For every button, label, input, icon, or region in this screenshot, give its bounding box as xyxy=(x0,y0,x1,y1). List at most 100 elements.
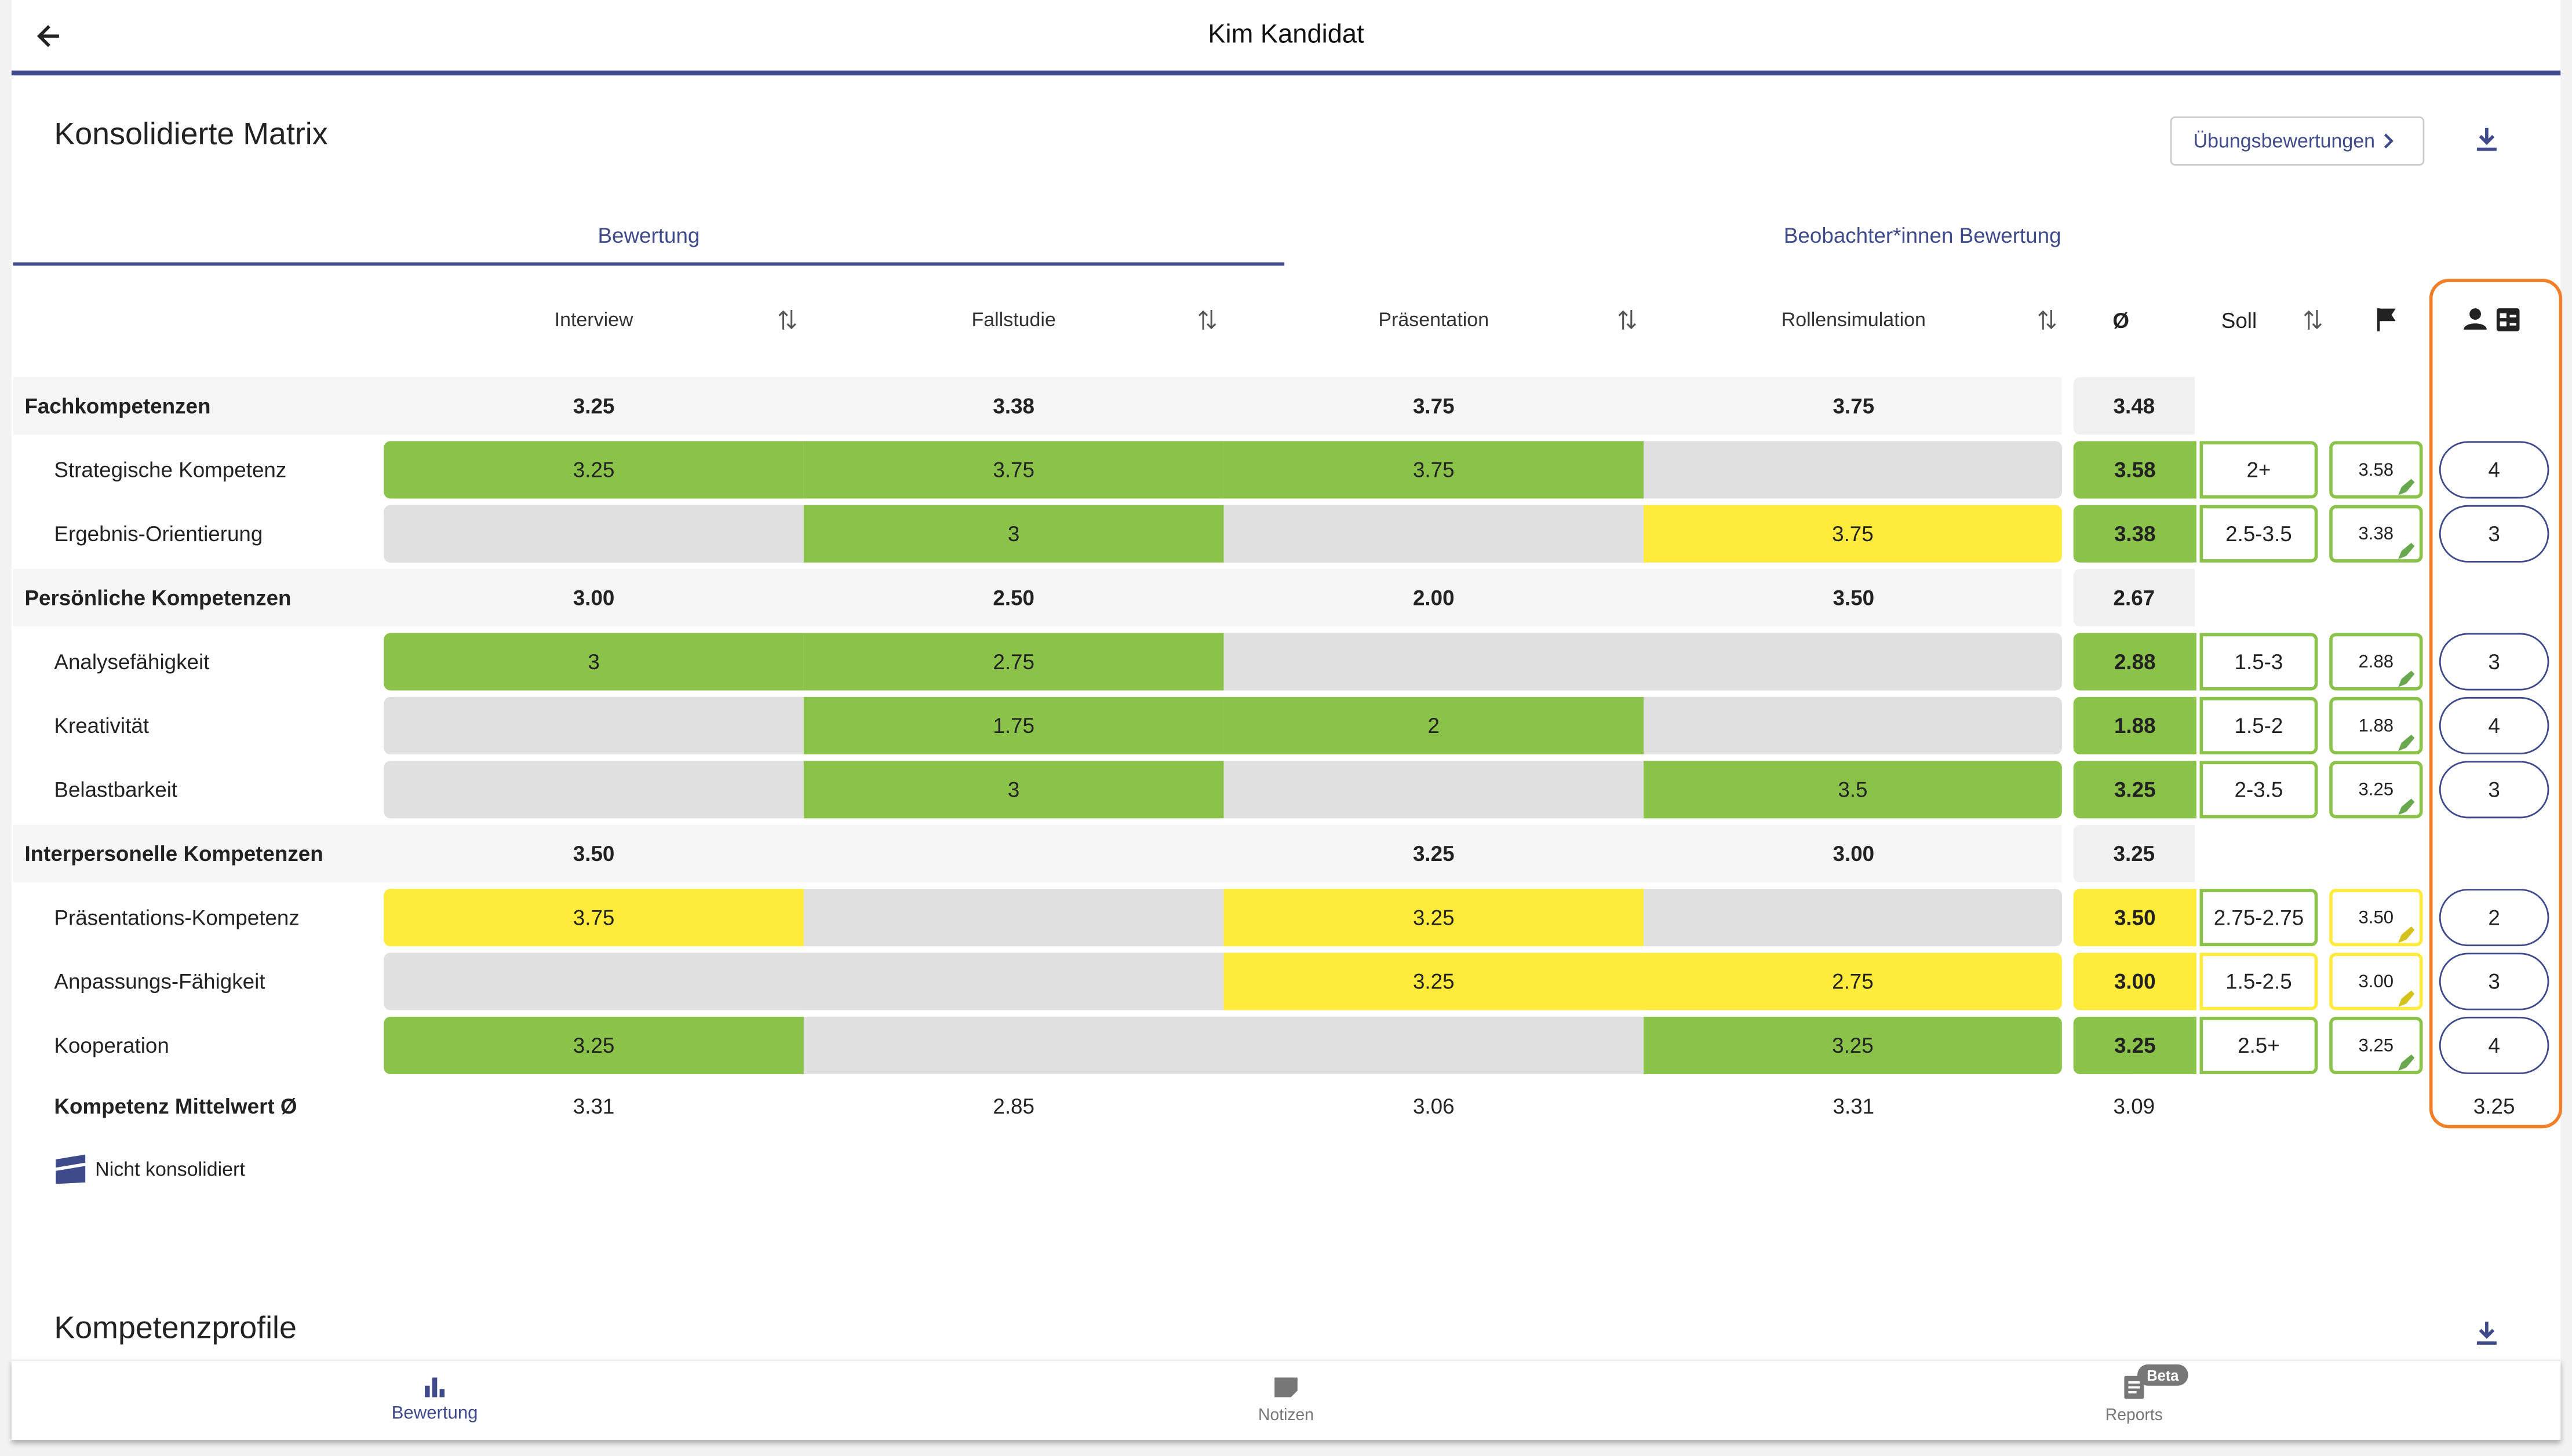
score-cell: 3.75 xyxy=(803,441,1224,499)
adjusted-cell[interactable]: 3.25 xyxy=(2329,761,2423,819)
target-cell: 1.5-2 xyxy=(2199,696,2318,754)
row-label: Präsentations-Kompetenz xyxy=(54,905,300,930)
average-cell: 3.25 xyxy=(2073,761,2196,819)
score-cell: 3.25 xyxy=(1223,889,1644,947)
sort-icon[interactable] xyxy=(1617,308,1637,331)
footer-value: 3.31 xyxy=(1833,1093,1875,1119)
header-title: Kim Kandidat xyxy=(1208,21,1364,49)
nav-icon xyxy=(2124,1375,2144,1399)
group-row xyxy=(13,824,2062,882)
score-cell: 3.25 xyxy=(384,1016,804,1074)
group-value: 3.75 xyxy=(1833,393,1875,418)
sort-icon[interactable] xyxy=(2037,308,2057,331)
nav-label[interactable]: Reports xyxy=(2105,1406,2163,1425)
rating-cell[interactable]: 4 xyxy=(2439,441,2549,499)
score-cell: 3.25 xyxy=(1223,953,1644,1010)
score-cell: 3.25 xyxy=(384,441,804,499)
rating-icons xyxy=(2464,308,2520,331)
average-cell: 3.58 xyxy=(2073,441,2196,499)
average-cell: 3.00 xyxy=(2073,953,2196,1010)
target-cell: 2.5-3.5 xyxy=(2199,505,2318,563)
score-cell xyxy=(384,761,804,819)
score-cell xyxy=(803,889,1224,947)
score-cell xyxy=(803,1016,1224,1074)
score-cell: 2 xyxy=(1223,696,1644,754)
group-row xyxy=(13,569,2062,627)
average-cell: 2.88 xyxy=(2073,633,2196,691)
adjusted-cell[interactable]: 1.88 xyxy=(2329,696,2423,754)
edit-icon xyxy=(2398,735,2415,751)
sort-icon[interactable] xyxy=(778,308,797,331)
footer-value: 3.31 xyxy=(573,1093,615,1119)
column-header: Präsentation xyxy=(1378,308,1489,331)
exercise-button[interactable]: Übungsbewertungen xyxy=(2170,116,2425,166)
group-label: Fachkompetenzen xyxy=(24,393,211,418)
group-value: 3.50 xyxy=(1833,585,1875,610)
edit-icon xyxy=(2398,670,2415,687)
group-value: 2.00 xyxy=(1412,585,1455,610)
score-cell xyxy=(1223,633,1644,691)
column-header: Ø xyxy=(2112,307,2130,333)
adjusted-cell[interactable]: 3.38 xyxy=(2329,505,2423,563)
edit-icon xyxy=(2398,990,2415,1007)
nav-label[interactable]: Notizen xyxy=(1258,1406,1314,1425)
download-icon[interactable] xyxy=(2473,1319,2500,1348)
adjusted-cell[interactable]: 3.25 xyxy=(2329,1016,2423,1074)
score-cell: 1.75 xyxy=(803,696,1224,754)
target-cell: 1.5-3 xyxy=(2199,633,2318,691)
group-row xyxy=(13,377,2062,435)
rating-cell[interactable]: 4 xyxy=(2439,696,2549,754)
average-cell: 3.50 xyxy=(2073,889,2196,947)
adjusted-cell[interactable]: 3.50 xyxy=(2329,889,2423,947)
download-icon[interactable] xyxy=(2473,125,2500,154)
legend-icon xyxy=(56,1154,86,1184)
group-value: 3.50 xyxy=(573,841,615,866)
tab[interactable]: Beobachter*innen Bewertung xyxy=(1783,222,2061,247)
sort-icon[interactable] xyxy=(2303,308,2323,331)
footer-value: 2.85 xyxy=(993,1093,1035,1119)
rating-cell[interactable]: 2 xyxy=(2439,889,2549,947)
rating-cell[interactable]: 3 xyxy=(2439,505,2549,563)
rating-cell[interactable]: 3 xyxy=(2439,633,2549,691)
row-label: Analysefähigkeit xyxy=(54,649,210,674)
bottom-nav xyxy=(11,1359,2561,1440)
score-cell xyxy=(1644,889,2062,947)
score-cell: 3.75 xyxy=(1644,505,2062,563)
rating-cell[interactable]: 4 xyxy=(2439,1016,2549,1074)
column-header: Fallstudie xyxy=(971,308,1056,331)
score-cell: 3.75 xyxy=(384,889,804,947)
score-cell xyxy=(384,953,804,1010)
adjusted-cell[interactable]: 3.58 xyxy=(2329,441,2423,499)
score-cell xyxy=(1644,441,2062,499)
rating-cell[interactable]: 3 xyxy=(2439,761,2549,819)
target-cell: 1.5-2.5 xyxy=(2199,953,2318,1010)
edit-icon xyxy=(2398,479,2415,495)
adjusted-cell[interactable]: 3.00 xyxy=(2329,953,2423,1010)
group-label: Interpersonelle Kompetenzen xyxy=(24,841,323,866)
score-cell xyxy=(1223,505,1644,563)
rating-cell[interactable]: 3 xyxy=(2439,953,2549,1010)
edit-icon xyxy=(2398,1054,2415,1071)
target-cell: 2.75-2.75 xyxy=(2199,889,2318,947)
legend-label: Nicht konsolidiert xyxy=(95,1158,245,1181)
tab[interactable]: Bewertung xyxy=(598,222,700,247)
target-cell: 2.5+ xyxy=(2199,1016,2318,1074)
group-average: 2.67 xyxy=(2073,569,2195,627)
score-cell: 2.75 xyxy=(1644,953,2062,1010)
group-average: 3.48 xyxy=(2073,377,2195,435)
average-cell: 1.88 xyxy=(2073,696,2196,754)
sort-icon[interactable] xyxy=(1197,308,1217,331)
nav-label[interactable]: Bewertung xyxy=(391,1403,478,1424)
score-cell: 2.75 xyxy=(803,633,1224,691)
adjusted-cell[interactable]: 2.88 xyxy=(2329,633,2423,691)
score-cell: 3 xyxy=(384,633,804,691)
column-header: Interview xyxy=(554,308,633,331)
score-cell: 3 xyxy=(803,761,1224,819)
score-cell xyxy=(1223,1016,1644,1074)
edit-icon xyxy=(2398,798,2415,815)
group-value: 3.75 xyxy=(1412,393,1455,418)
header-line xyxy=(11,70,2561,76)
back-icon[interactable] xyxy=(33,20,66,53)
target-cell: 2-3.5 xyxy=(2199,761,2318,819)
